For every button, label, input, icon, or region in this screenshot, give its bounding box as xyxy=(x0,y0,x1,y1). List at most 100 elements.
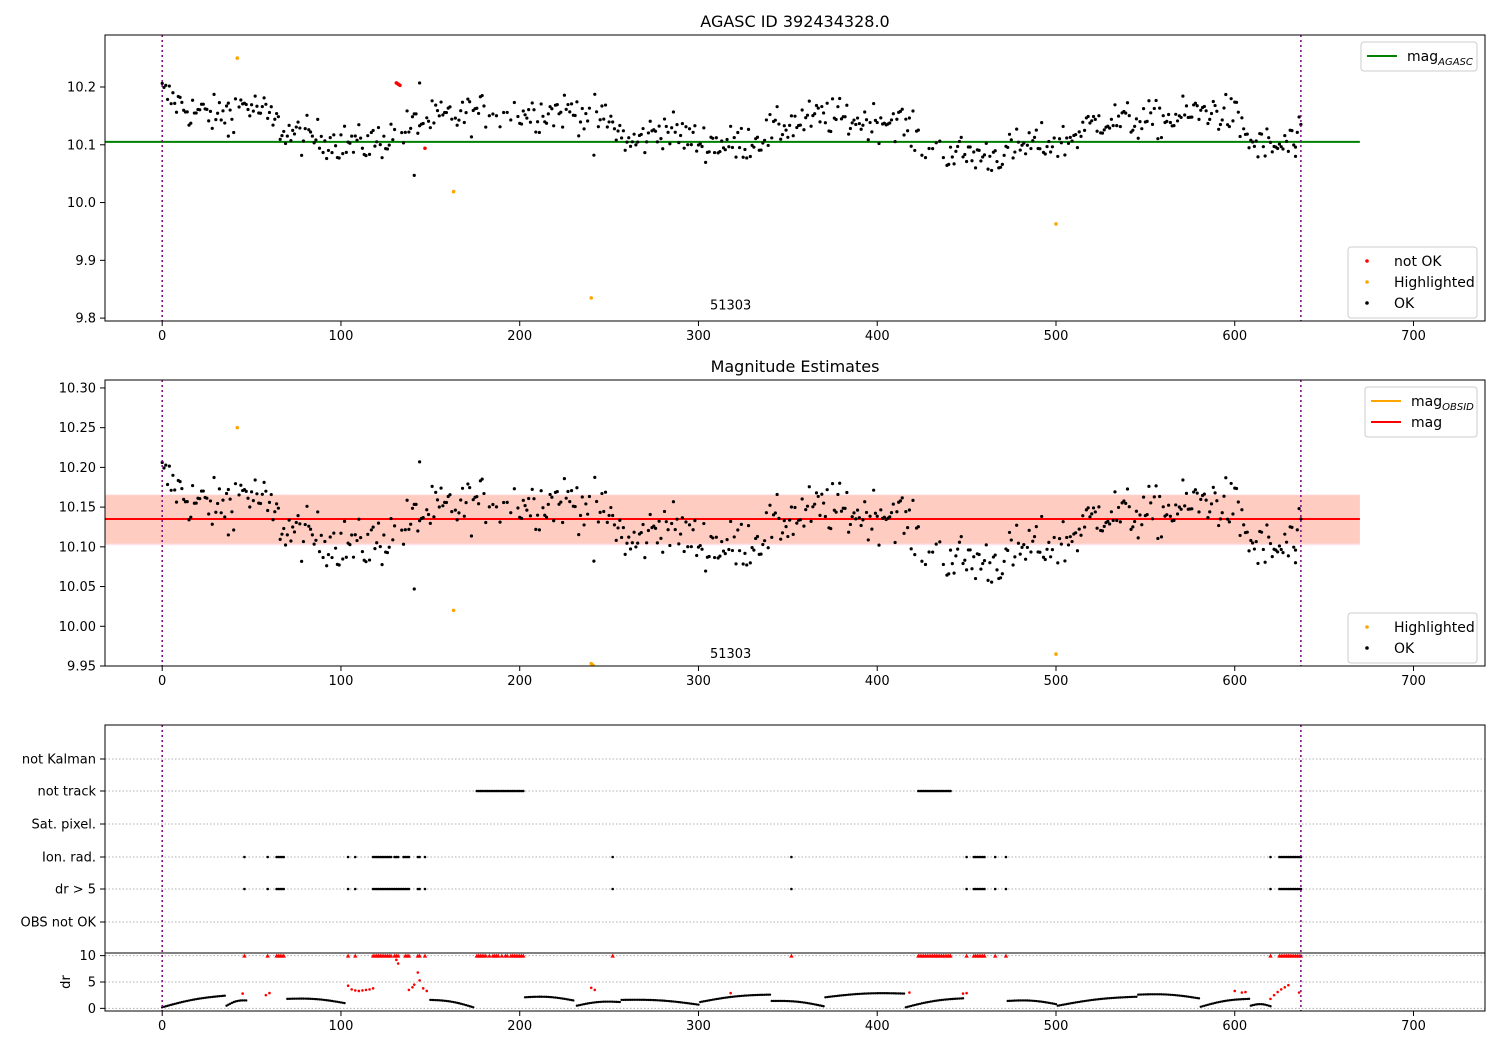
ok-point xyxy=(854,517,858,521)
dr-point xyxy=(1181,994,1185,998)
ok-point xyxy=(836,492,840,497)
ok-point xyxy=(614,538,618,542)
ok-point xyxy=(314,538,318,542)
ok-point xyxy=(414,502,418,506)
ok-point xyxy=(439,100,443,104)
dr-point xyxy=(1224,999,1228,1003)
dr-point xyxy=(1172,993,1176,997)
ok-point xyxy=(764,118,768,122)
dr-capped-marker xyxy=(417,953,422,958)
dr-point xyxy=(938,999,941,1002)
ok-point xyxy=(584,502,588,506)
dr-point xyxy=(623,998,627,1002)
ok-point xyxy=(539,489,543,493)
ok-point xyxy=(475,495,479,499)
ok-point xyxy=(1208,510,1212,514)
ok-point xyxy=(212,475,216,480)
dr-point xyxy=(182,1000,185,1003)
flag-point xyxy=(496,789,500,793)
ok-point xyxy=(224,491,229,496)
dr-point xyxy=(1187,995,1190,998)
ok-point xyxy=(326,552,331,557)
ok-point xyxy=(1234,486,1239,491)
ok-point xyxy=(857,121,861,126)
ok-point xyxy=(253,478,257,482)
ok-point xyxy=(471,498,475,502)
flag-point xyxy=(378,887,382,891)
dr-point xyxy=(817,1003,820,1007)
ok-point xyxy=(1093,117,1097,121)
ok-point xyxy=(1007,132,1012,136)
ok-point xyxy=(326,148,331,153)
ok-point xyxy=(1204,498,1208,502)
dr-point xyxy=(1190,996,1194,999)
ok-point xyxy=(190,483,195,488)
ok-point xyxy=(1075,549,1080,553)
ok-point xyxy=(1252,144,1257,148)
dr-point xyxy=(336,1000,339,1004)
flag-point xyxy=(1281,855,1285,859)
ok-point xyxy=(237,493,241,497)
flag-point xyxy=(282,887,286,891)
ok-point xyxy=(460,486,465,490)
ok-point xyxy=(1236,110,1240,114)
ok-point xyxy=(888,515,892,519)
dr-point xyxy=(849,993,852,996)
ok-point xyxy=(1040,514,1044,519)
ok-point xyxy=(267,110,272,115)
ok-point xyxy=(378,143,382,147)
ok-point xyxy=(217,101,222,105)
flag-point xyxy=(924,789,927,793)
dr-point xyxy=(859,992,863,995)
ok-point xyxy=(1276,550,1280,554)
ok-point xyxy=(273,510,277,514)
ok-point xyxy=(645,140,649,144)
ok-point xyxy=(689,143,693,147)
flag-point xyxy=(1279,887,1283,891)
ok-point xyxy=(541,506,545,510)
flag-point xyxy=(407,887,411,891)
flag-point xyxy=(981,887,984,891)
ok-point xyxy=(527,496,531,501)
ok-point xyxy=(298,522,302,526)
ok-point xyxy=(448,105,452,109)
ok-point xyxy=(923,562,928,567)
dr-point xyxy=(768,993,772,996)
dr-point xyxy=(631,998,634,1002)
ok-point xyxy=(325,156,329,161)
dr-point xyxy=(1019,999,1022,1002)
dr-point xyxy=(600,1000,604,1003)
dr-point xyxy=(706,999,709,1002)
ok-point xyxy=(759,552,763,556)
dr-red-point xyxy=(412,983,416,986)
ok-point xyxy=(1141,107,1146,111)
ok-point xyxy=(416,529,420,533)
ok-point xyxy=(1113,490,1117,494)
ok-point xyxy=(627,535,631,539)
ok-point xyxy=(278,137,282,141)
ok-point xyxy=(875,514,879,518)
ok-point xyxy=(228,108,232,112)
ok-point xyxy=(847,132,851,136)
ok-point xyxy=(682,549,686,554)
dr-point xyxy=(863,992,866,995)
ok-point xyxy=(575,486,579,490)
ok-point xyxy=(882,515,886,519)
ok-point xyxy=(700,144,704,149)
dr-point xyxy=(570,998,573,1002)
dr-point xyxy=(1221,1000,1224,1003)
ok-point xyxy=(333,546,338,550)
ok-point xyxy=(1047,139,1051,144)
ok-point xyxy=(221,109,225,113)
flag-point xyxy=(520,789,523,793)
dr-point xyxy=(1056,1004,1059,1007)
ok-point xyxy=(678,133,683,138)
ok-point xyxy=(457,118,461,122)
dr-point xyxy=(566,998,570,1001)
ok-point xyxy=(737,549,742,553)
ok-point xyxy=(931,550,935,554)
ok-point xyxy=(1034,128,1038,132)
dr-point xyxy=(1020,999,1024,1002)
ok-point xyxy=(632,530,636,534)
flag-point xyxy=(979,855,983,859)
